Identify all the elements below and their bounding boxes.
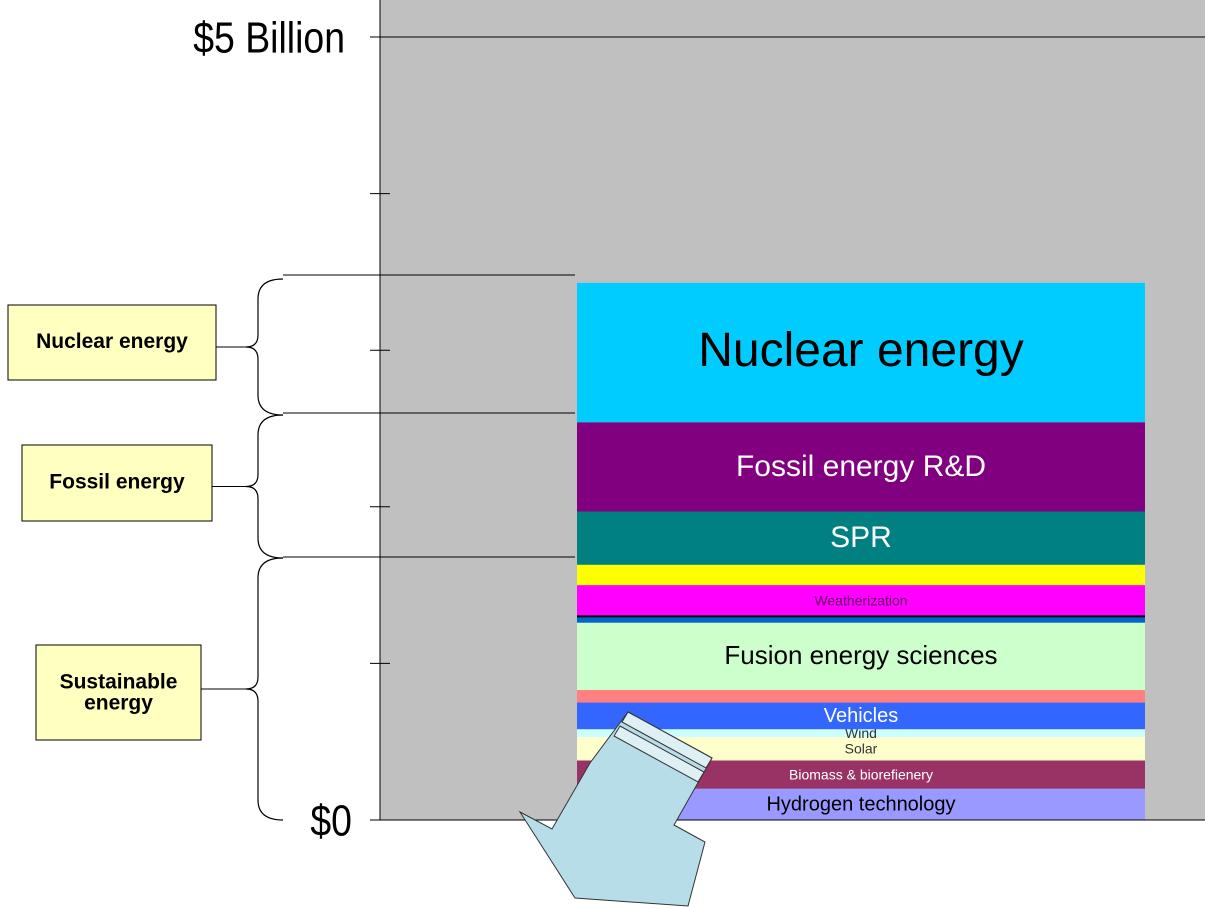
group-label: Sustainable energy (60, 670, 178, 714)
group-label-line: energy (84, 691, 153, 714)
segment (577, 702, 1145, 730)
group-box (7, 304, 217, 381)
arrow-cap (613, 725, 705, 783)
segment-label: Solar (845, 740, 878, 756)
y-tick-label: $0 (310, 796, 352, 846)
segment-label: Vehicles (824, 705, 899, 727)
segment (577, 622, 1145, 691)
y-tick-label: $5 Billion (193, 13, 345, 63)
group-label: Nuclear energy (36, 330, 188, 353)
segment-label: Nuclear energy (698, 324, 1024, 377)
brace (245, 278, 284, 416)
segment (577, 585, 1145, 617)
group-label-line: Sustainable (60, 670, 178, 693)
segment (577, 511, 1145, 565)
segment (577, 282, 1145, 423)
segment-label: Biomass & biorefienery (789, 766, 933, 782)
group-box (21, 444, 213, 522)
segment-label: Weatherization (814, 592, 907, 608)
segment (577, 616, 1145, 623)
segment (577, 422, 1145, 512)
segment (577, 737, 1145, 761)
group-label: Fossil energy (49, 471, 185, 494)
segment-label: Fossil energy R&D (736, 450, 986, 483)
group-box (35, 644, 202, 741)
brace (245, 557, 284, 821)
segment (577, 729, 1145, 738)
segment-label: Hydrogen technology (766, 794, 955, 816)
segment (577, 690, 1145, 703)
brace (245, 414, 284, 559)
arrow-cap (621, 711, 713, 769)
segment (577, 564, 1145, 586)
segment-label: SPR (830, 521, 892, 554)
segment-label: Fusion energy sciences (724, 640, 997, 670)
